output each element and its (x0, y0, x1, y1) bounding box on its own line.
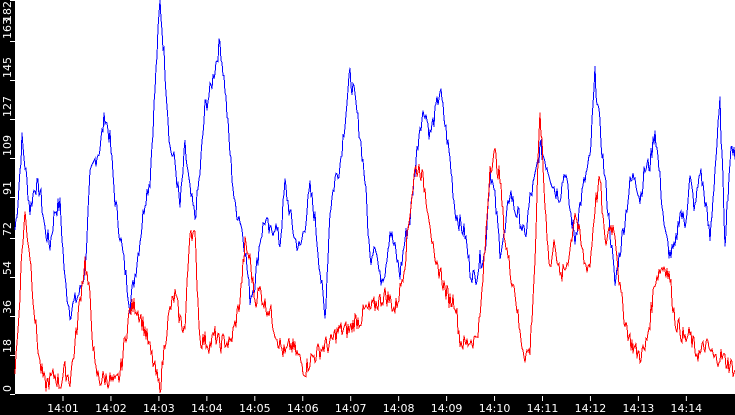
x-tick-label: 14:14 (670, 402, 702, 415)
y-tick-label: 163 (1, 18, 14, 39)
y-tick-label: 145 (1, 57, 14, 78)
x-tick-label: 14:10 (479, 402, 511, 415)
x-tick-label: 14:08 (383, 402, 415, 415)
y-tick-label: 91 (1, 181, 14, 195)
y-tick-label: 182 (1, 1, 14, 22)
y-tick-label: 127 (1, 96, 14, 117)
x-tick-label: 14:03 (143, 402, 175, 415)
x-tick-label: 14:09 (431, 402, 463, 415)
series-layer (14, 0, 735, 394)
x-tick-label: 14:02 (95, 402, 127, 415)
x-tick-label: 14:05 (239, 402, 271, 415)
y-tick-label: 72 (1, 222, 14, 236)
x-tick-label: 14:07 (335, 402, 367, 415)
x-tick-label: 14:01 (47, 402, 79, 415)
y-tick-label: 109 (1, 135, 14, 156)
plot-area (15, 0, 735, 394)
y-tick-label: 36 (1, 300, 14, 314)
x-tick-label: 14:04 (191, 402, 223, 415)
x-tick-label: 14:11 (527, 402, 559, 415)
series-red-line (14, 112, 735, 394)
x-tick-label: 14:06 (287, 402, 319, 415)
y-tick-label: 0 (1, 385, 14, 392)
x-axis: 14:01 14:02 14:03 14:04 14:05 14:06 14:07 14:08… (47, 396, 702, 415)
series-blue-line (14, 0, 735, 321)
y-tick-label: 18 (1, 339, 14, 353)
x-tick-label: 14:13 (623, 402, 655, 415)
x-tick-label: 14:12 (575, 402, 607, 415)
y-tick-label: 54 (1, 261, 14, 275)
